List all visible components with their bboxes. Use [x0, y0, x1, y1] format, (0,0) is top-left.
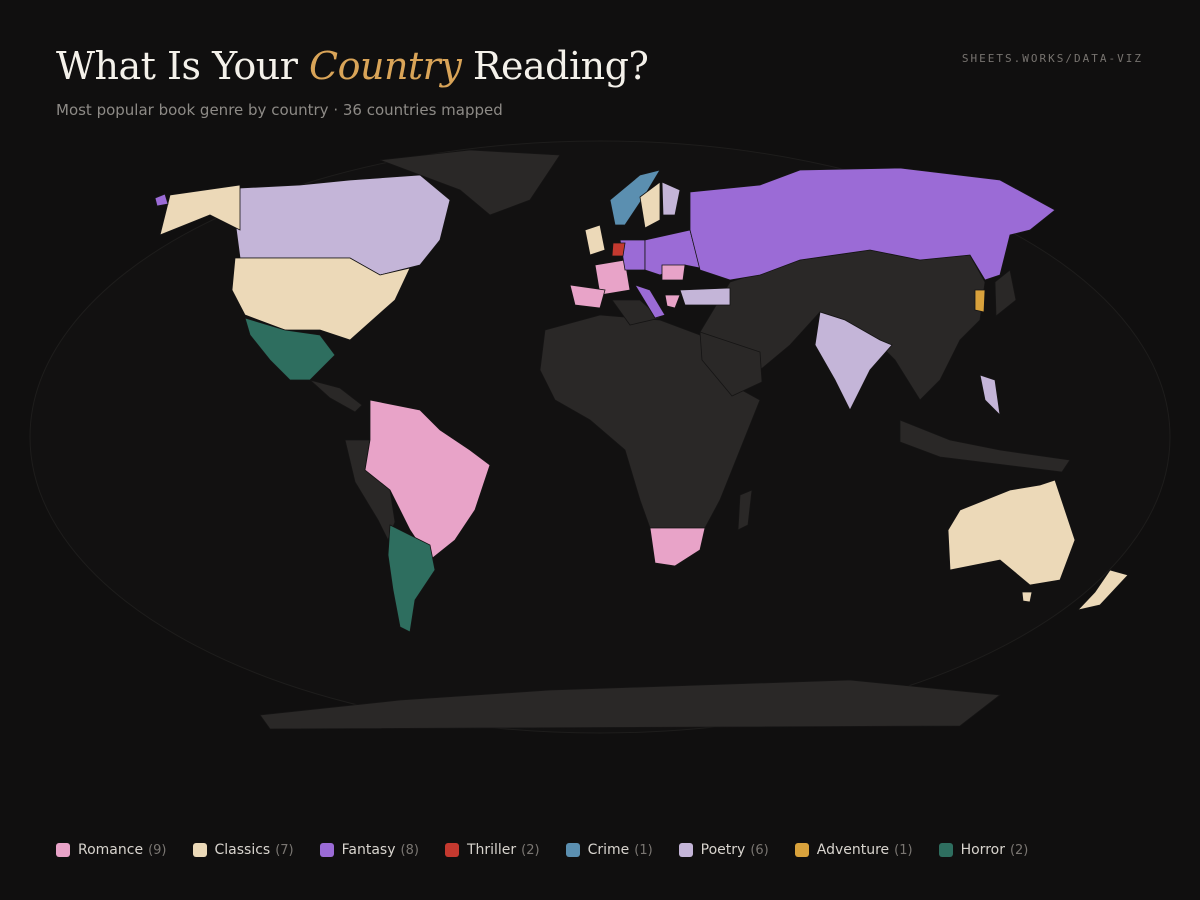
country	[244, 317, 336, 381]
legend-label: Adventure	[816, 842, 890, 858]
legend-item: Fantasy (8)	[319, 842, 419, 858]
legend-label: Crime	[587, 842, 630, 858]
country	[979, 374, 1001, 417]
countries	[154, 167, 1129, 633]
country	[387, 524, 436, 633]
legend-swatch	[794, 843, 809, 857]
country	[664, 294, 681, 309]
legend-swatch	[938, 843, 953, 857]
country	[584, 224, 606, 256]
legend-swatch	[56, 843, 70, 857]
country	[974, 289, 986, 313]
legend-count: (2)	[1009, 842, 1029, 858]
legend-label: Romance	[78, 842, 144, 858]
legend-item: Classics (7)	[192, 842, 294, 858]
country	[639, 181, 661, 229]
country	[154, 193, 169, 207]
title: What Is Your Country Reading?	[56, 44, 649, 88]
legend-swatch	[444, 843, 459, 857]
country	[679, 287, 731, 306]
country	[814, 311, 893, 411]
country	[1076, 569, 1129, 611]
country	[661, 181, 681, 216]
legend: Romance (9) Classics (7) Fantasy (8) Thriller(…	[56, 842, 1028, 858]
legend-item: Romance (9)	[56, 842, 167, 858]
country	[231, 257, 411, 341]
legend-swatch	[678, 843, 693, 857]
title-text: What Is Your	[56, 44, 310, 88]
legend-label: Poetry	[700, 842, 746, 858]
country	[634, 284, 666, 319]
country	[649, 527, 706, 567]
country	[159, 184, 241, 236]
legend-count: (2)	[521, 842, 540, 858]
subtitle: Most popular book genre by country · 36 …	[56, 101, 503, 119]
country	[689, 167, 1056, 281]
legend-count: (9)	[148, 842, 167, 858]
legend-count: (6)	[750, 842, 769, 858]
country	[364, 399, 491, 561]
country	[594, 259, 631, 296]
legend-label: Classics	[214, 842, 271, 858]
title-text: Reading?	[461, 44, 649, 88]
legend-item: Horror (2)	[938, 842, 1029, 858]
land-no-data	[259, 149, 1071, 730]
source: SHEETS.WORKS/DATA-VIZ	[961, 52, 1143, 65]
country	[234, 174, 451, 276]
legend-count: (8)	[400, 842, 419, 858]
legend-swatch	[565, 843, 580, 857]
legend-item: Thriller (2)	[444, 842, 540, 858]
title-highlight: Country	[309, 44, 462, 88]
legend-count: (1)	[894, 842, 913, 858]
legend-count: (1)	[634, 842, 653, 858]
legend-swatch	[319, 843, 334, 857]
country	[661, 264, 686, 281]
legend-label: Fantasy	[341, 842, 396, 858]
country	[569, 284, 606, 309]
legend-label: Horror	[960, 842, 1005, 858]
world-map	[29, 140, 1171, 734]
legend-item: Crime (1)	[565, 842, 653, 858]
legend-swatch	[192, 843, 207, 857]
legend-count: (7)	[275, 842, 294, 858]
legend-item: Adventure (1)	[794, 842, 913, 858]
country	[611, 242, 626, 257]
country	[1021, 591, 1033, 603]
legend-label: Thriller	[466, 842, 517, 858]
country	[947, 479, 1076, 586]
legend-item: Poetry (6)	[678, 842, 769, 858]
